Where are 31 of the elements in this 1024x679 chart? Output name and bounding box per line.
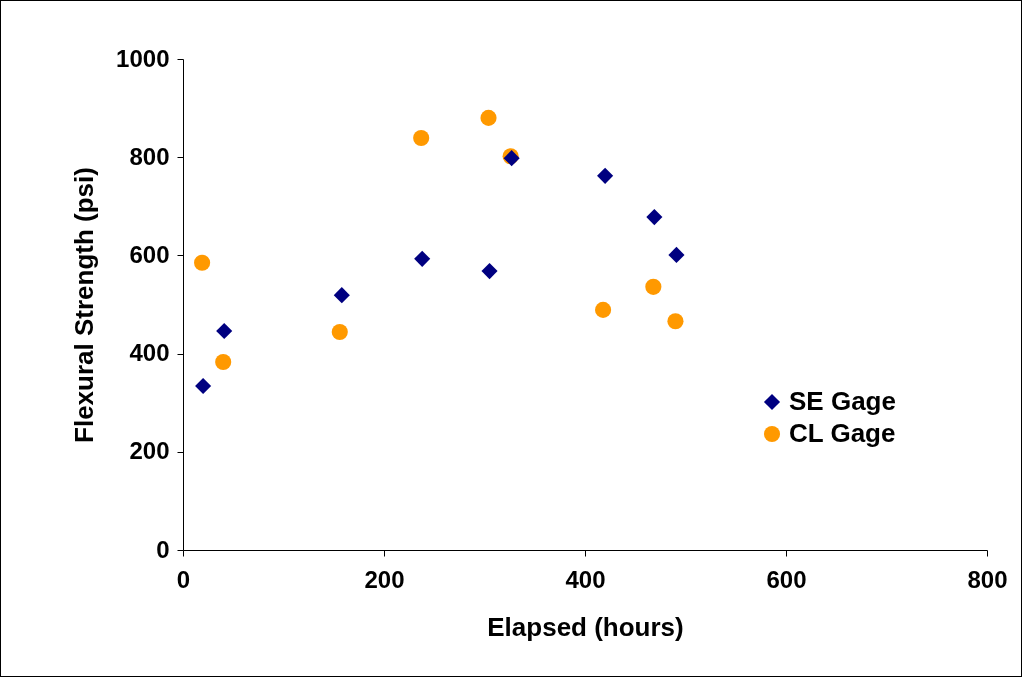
- point: [331, 323, 348, 341]
- y-tick-label: 400: [129, 339, 170, 367]
- point: [667, 313, 684, 330]
- point: [481, 263, 498, 280]
- x-tick-label: 400: [565, 565, 606, 593]
- y-tick-label: 600: [129, 240, 170, 268]
- point: [414, 250, 431, 267]
- x-tick-label: 800: [967, 565, 1008, 593]
- point: [194, 254, 211, 271]
- point: [195, 377, 212, 395]
- y-tick-label: 200: [129, 437, 170, 465]
- point: [333, 287, 350, 304]
- point: [215, 353, 232, 370]
- x-tick-label: 200: [364, 565, 405, 593]
- point: [413, 130, 430, 147]
- point: [646, 209, 663, 226]
- legend-label: CL Gage: [789, 418, 896, 448]
- y-tick-label: 0: [156, 535, 170, 563]
- point: [480, 109, 497, 126]
- point: [597, 167, 614, 184]
- y-axis-title: Flexural Strength (psi): [69, 167, 100, 443]
- x-tick-label: 600: [766, 565, 807, 593]
- point: [645, 278, 662, 295]
- x-tick-label: 0: [176, 565, 191, 593]
- x-axis-title: Elapsed (hours): [487, 611, 684, 642]
- point: [216, 322, 233, 340]
- point: [595, 301, 612, 318]
- y-tick-label: 800: [129, 142, 170, 170]
- legend-label: SE Gage: [789, 386, 896, 416]
- y-tick-label: 1000: [116, 44, 170, 72]
- point: [668, 246, 685, 263]
